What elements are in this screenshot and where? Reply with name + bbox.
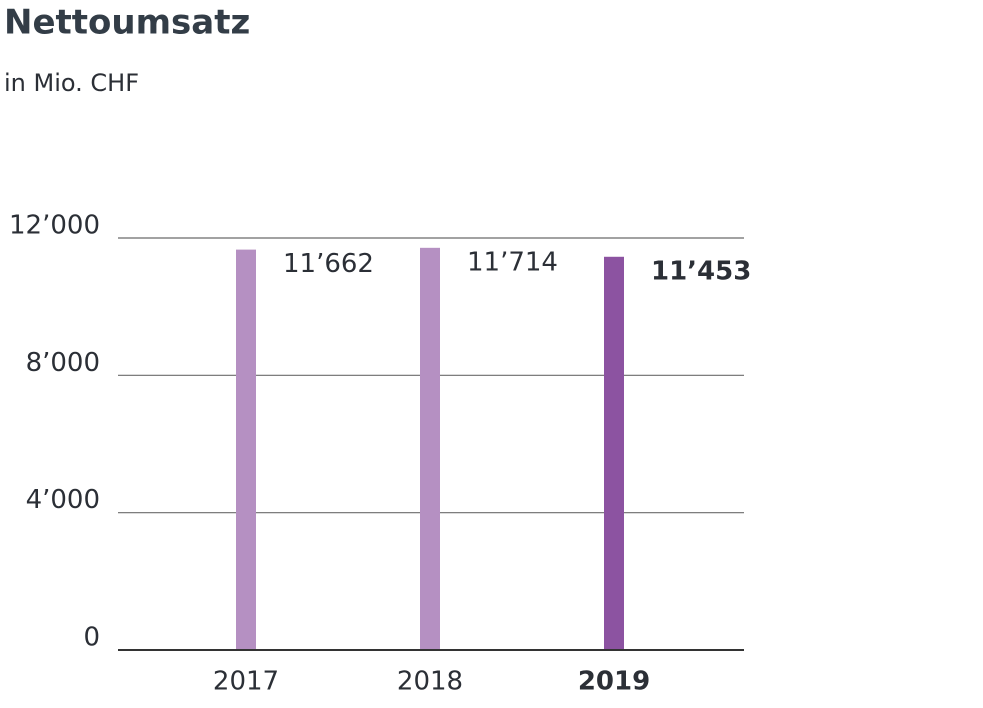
chart-subtitle: in Mio. CHF: [4, 69, 139, 97]
x-tick-label: 2018: [397, 667, 463, 697]
x-tick-label: 2019: [578, 667, 650, 697]
y-tick-label: 12’000: [9, 211, 100, 241]
bar: [236, 249, 256, 650]
value-label: 11’662: [283, 249, 374, 279]
y-tick-label: 8’000: [26, 348, 100, 378]
y-tick-label: 4’000: [26, 485, 100, 515]
value-label: 11’453: [651, 256, 751, 286]
y-tick-label: 0: [83, 623, 100, 653]
chart-title: Nettoumsatz: [4, 3, 250, 43]
bar: [604, 256, 624, 650]
value-label: 11’714: [467, 247, 558, 277]
x-tick-label: 2017: [213, 667, 279, 697]
bar: [420, 247, 440, 650]
